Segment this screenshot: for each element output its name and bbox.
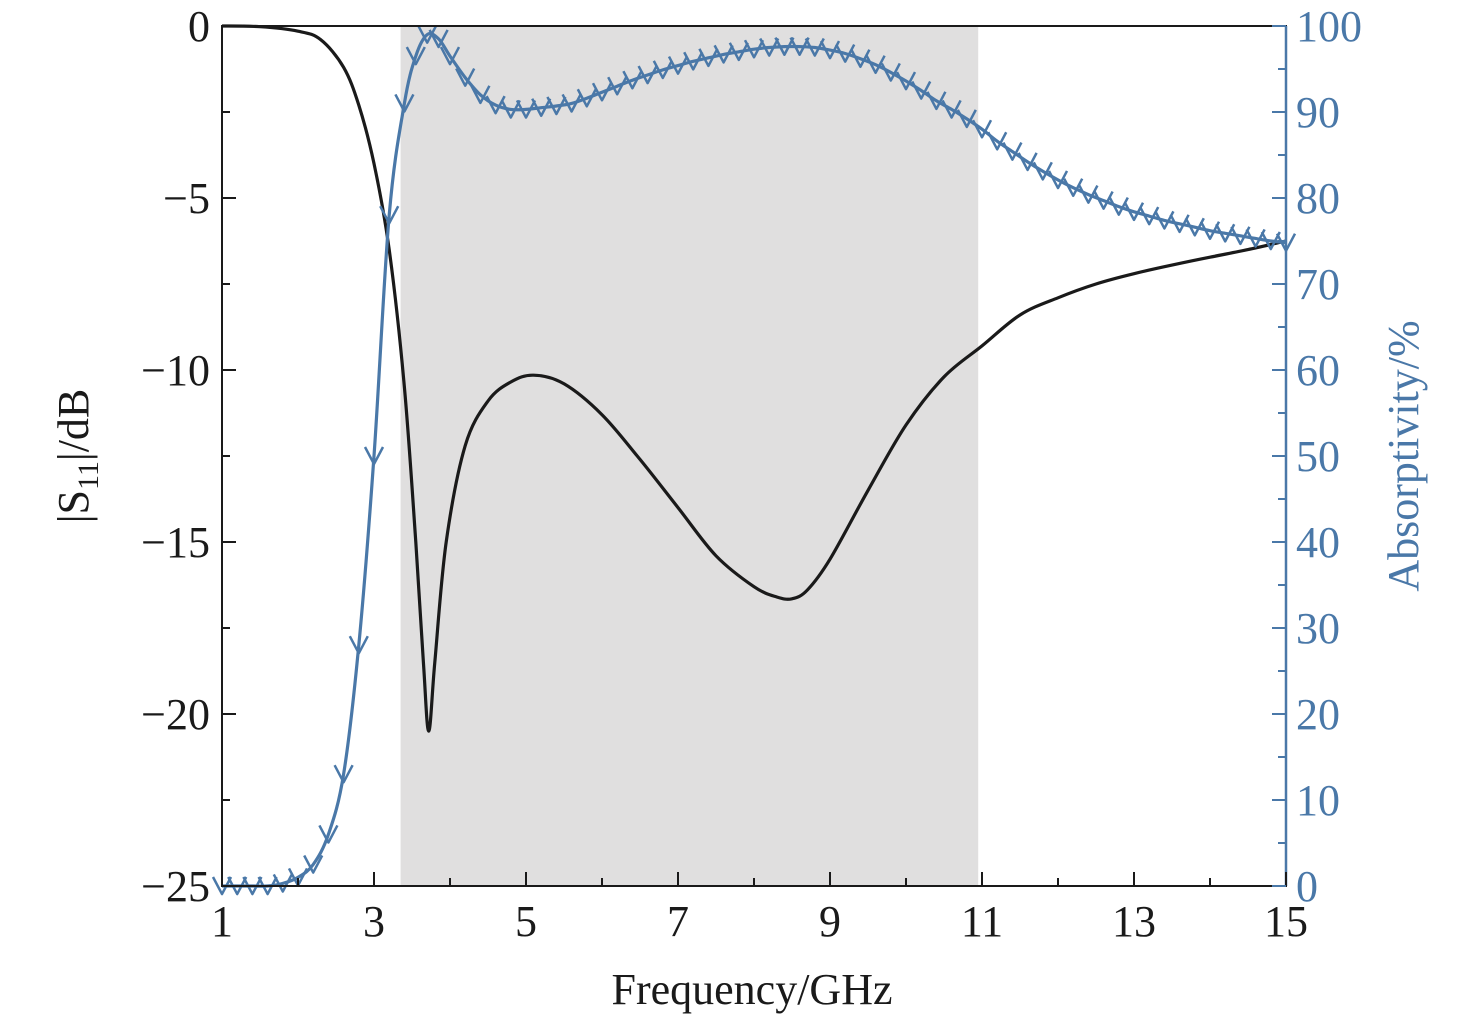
absorptivity-marker	[417, 25, 438, 44]
absorptivity-marker	[363, 446, 385, 466]
absorptivity-marker	[1260, 231, 1281, 251]
absorptivity-marker	[652, 60, 673, 80]
y-right-tick-label: 0	[1296, 862, 1318, 911]
absorptivity-marker	[333, 764, 354, 784]
absorptivity-marker	[911, 80, 932, 100]
absorptivity-marker	[941, 99, 962, 119]
absorptivity-marker	[1245, 228, 1266, 248]
absorptivity-marker	[667, 55, 689, 75]
absorptivity-marker	[789, 37, 810, 56]
absorptivity-marker	[500, 99, 521, 119]
absorptivity-marker	[531, 98, 552, 118]
x-tick-label: 11	[961, 897, 1003, 946]
absorptivity-marker	[622, 70, 643, 90]
absorptivity-marker	[546, 96, 567, 116]
absorptivity-marker	[971, 119, 993, 139]
y-axis-label-right: Absorptivity/%	[1379, 320, 1428, 591]
absorptivity-marker	[759, 37, 780, 57]
x-tick-label: 1	[211, 897, 233, 946]
absorptivity-marker	[257, 876, 278, 896]
absorptivity-marker	[272, 873, 293, 893]
absorptivity-marker	[850, 49, 871, 69]
absorptivity-marker	[576, 88, 597, 108]
absorptivity-marker	[804, 37, 825, 57]
absorptivity-marker	[728, 42, 749, 62]
y-right-tick-label: 90	[1296, 88, 1340, 137]
absorptivity-marker	[895, 71, 917, 91]
s11-line	[221, 24, 1287, 733]
y-right-tick-label: 60	[1296, 346, 1340, 395]
absorptivity-marker	[713, 44, 734, 64]
absorptivity-marker	[1078, 184, 1099, 204]
absorptivity-marker	[515, 99, 537, 119]
y-left-tick-label: −10	[141, 346, 210, 395]
absorptivity-marker	[1047, 170, 1069, 190]
absorptivity-marker	[561, 93, 582, 113]
absorptivity-marker	[743, 39, 765, 59]
absorptivity-marker	[1017, 152, 1038, 172]
y-right-tick-label: 10	[1296, 776, 1340, 825]
absorptivity-marker	[865, 55, 886, 75]
absorptivity-marker	[348, 635, 369, 655]
absorptivity-marker	[405, 46, 426, 66]
absorptivity-marker	[774, 37, 795, 56]
y-axis-label-left: |S11|/dB	[49, 389, 105, 524]
absorptivity-marker	[379, 205, 400, 225]
absorptivity-marker	[591, 82, 613, 102]
y-axis-label-left-sub: 11	[72, 461, 105, 490]
y-axis-label-left-tail: |/dB	[49, 389, 98, 461]
y-left-tick-label: 0	[188, 2, 210, 51]
y-left-tick-label: −5	[163, 174, 210, 223]
absorptivity-marker	[1230, 226, 1251, 246]
absorptivity-marker	[242, 876, 263, 896]
absorptivity-marker	[926, 91, 947, 111]
absorptivity-marker	[1063, 178, 1084, 198]
x-tick-label: 3	[363, 897, 385, 946]
absorptivity-marker	[227, 876, 248, 896]
x-tick-label: 7	[667, 897, 689, 946]
y-right-tick-label: 40	[1296, 518, 1340, 567]
absorptivity-marker	[439, 46, 461, 66]
absorptivity-marker	[956, 109, 977, 129]
absorptivity-marker	[303, 854, 324, 874]
absorptivity-marker	[455, 68, 476, 87]
x-tick-label: 13	[1112, 897, 1156, 946]
y-right-tick-label: 50	[1296, 432, 1340, 481]
absorptivity-marker	[1002, 141, 1023, 161]
x-tick-label: 15	[1264, 897, 1308, 946]
absorptivity-marker	[1032, 161, 1053, 181]
ticks	[221, 25, 1287, 887]
y-right-tick-label: 20	[1296, 690, 1340, 739]
y-right-tick-label: 30	[1296, 604, 1340, 653]
absorptivity-marker	[637, 65, 658, 85]
shaded-band	[400, 26, 979, 886]
x-axis-label: Frequency/GHz	[611, 965, 892, 1014]
x-tick-label: 9	[819, 897, 841, 946]
x-tick-label: 5	[515, 897, 537, 946]
y-right-tick-label: 70	[1296, 260, 1340, 309]
absorptivity-line	[222, 31, 1287, 888]
y-left-tick-label: −25	[141, 862, 210, 911]
absorptivity-marker	[318, 824, 339, 844]
absorptivity-marker	[1093, 190, 1114, 210]
absorptivity-marker	[683, 51, 704, 71]
absorptivity-marker	[607, 76, 628, 96]
y-left-tick-label: −15	[141, 518, 210, 567]
absorptivity-marker	[470, 85, 491, 105]
absorptivity-marker	[428, 29, 449, 49]
absorptivity-marker	[698, 48, 719, 68]
y-axis-label-left-main: |S	[49, 490, 98, 523]
tick-labels: 1 3 5 7 9 11 13 150−5−10−15−20−2510090807060504…	[141, 2, 1362, 946]
y-right-tick-label: 80	[1296, 174, 1340, 223]
absorptivity-marker	[1215, 223, 1236, 243]
absorptivity-marker	[987, 131, 1008, 151]
plot-lines	[211, 24, 1297, 896]
y-right-tick-label: 100	[1296, 2, 1362, 51]
absorptivity-marker	[394, 93, 415, 113]
y-left-tick-label: −20	[141, 690, 210, 739]
absorptivity-marker	[880, 62, 901, 82]
absorptivity-marker	[1199, 221, 1221, 241]
absorptivity-marker	[211, 876, 233, 896]
